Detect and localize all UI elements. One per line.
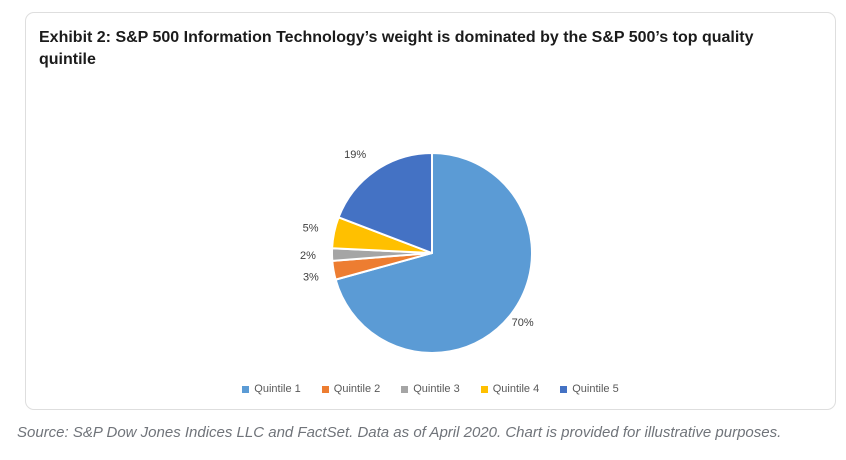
legend-label: Quintile 3 [413, 383, 460, 395]
legend-label: Quintile 4 [492, 383, 540, 395]
exhibit-card: Exhibit 2: S&P 500 Information Technolog… [25, 12, 836, 410]
legend-label: Quintile 5 [572, 383, 619, 395]
source-note: Source: S&P Dow Jones Indices LLC and Fa… [17, 424, 782, 441]
chart-legend: Quintile 1 Quintile 2 Quintile 3 Quintile 4… [26, 383, 835, 395]
pie-slice-label: 5% [303, 223, 319, 235]
legend-label: Quintile 1 [254, 383, 301, 395]
pie-slice-quintile-1 [334, 152, 533, 354]
legend-swatch-icon [401, 385, 409, 393]
legend-item-quintile-3: Quintile 3 [401, 383, 460, 395]
pie-chart: 70% 3% 2% 5% 19% [300, 149, 534, 354]
legend-swatch-icon [242, 385, 250, 393]
pie-slice-label: 19% [344, 149, 366, 161]
legend-item-quintile-1: Quintile 1 [242, 383, 301, 395]
legend-label: Quintile 2 [333, 383, 381, 395]
legend-swatch-icon [560, 385, 568, 393]
legend-item-quintile-2: Quintile 2 [321, 383, 381, 395]
pie-slice-label: 70% [512, 317, 534, 329]
legend-item-quintile-5: Quintile 5 [560, 383, 619, 395]
exhibit-title: Exhibit 2: S&P 500 Information Technolog… [39, 29, 754, 68]
legend-item-quintile-4: Quintile 4 [480, 383, 540, 395]
pie-slice-label: 2% [300, 250, 316, 262]
pie-slice-quintile-5 [337, 152, 433, 254]
pie-slice-label: 3% [303, 271, 319, 283]
legend-swatch-icon [321, 385, 329, 393]
legend-swatch-icon [480, 385, 488, 393]
